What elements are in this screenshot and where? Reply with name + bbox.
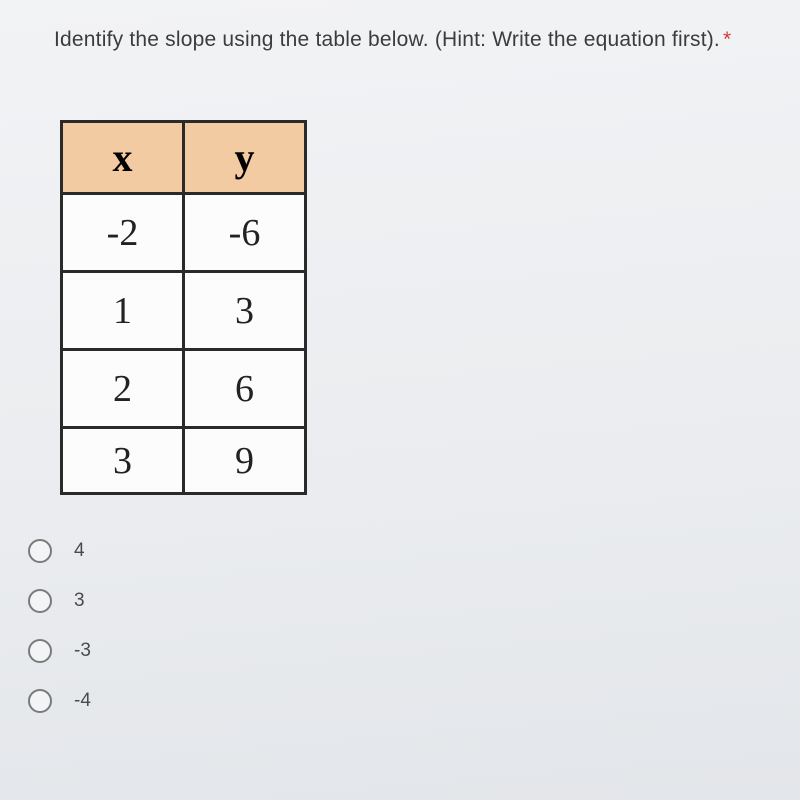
col-header-y: y [184,122,306,194]
cell: 2 [62,350,184,428]
question-label: Identify the slope using the table below… [54,28,720,51]
data-table-wrap: x y -2 -6 1 3 2 6 3 9 [60,120,770,495]
table-row: 2 6 [62,350,306,428]
answer-options: 4 3 -3 -4 [28,539,770,713]
cell: 3 [184,272,306,350]
option-label: 4 [74,540,85,562]
option-label: -4 [74,690,91,712]
cell: -2 [62,194,184,272]
cell: -6 [184,194,306,272]
question-page: { "question": { "text": "Identify the sl… [0,0,800,800]
required-asterisk: * [723,28,731,51]
col-header-x: x [62,122,184,194]
radio-icon[interactable] [28,639,52,663]
radio-icon[interactable] [28,589,52,613]
radio-icon[interactable] [28,689,52,713]
option-label: -3 [74,640,91,662]
radio-icon[interactable] [28,539,52,563]
question-text: Identify the slope using the table below… [54,28,770,52]
cell: 3 [62,428,184,494]
option-0[interactable]: 4 [28,539,770,563]
table-row: 3 9 [62,428,306,494]
cell: 6 [184,350,306,428]
table-row: -2 -6 [62,194,306,272]
option-2[interactable]: -3 [28,639,770,663]
cell: 1 [62,272,184,350]
option-1[interactable]: 3 [28,589,770,613]
option-label: 3 [74,590,85,612]
table-header-row: x y [62,122,306,194]
option-3[interactable]: -4 [28,689,770,713]
table-row: 1 3 [62,272,306,350]
data-table: x y -2 -6 1 3 2 6 3 9 [60,120,307,495]
cell: 9 [184,428,306,494]
